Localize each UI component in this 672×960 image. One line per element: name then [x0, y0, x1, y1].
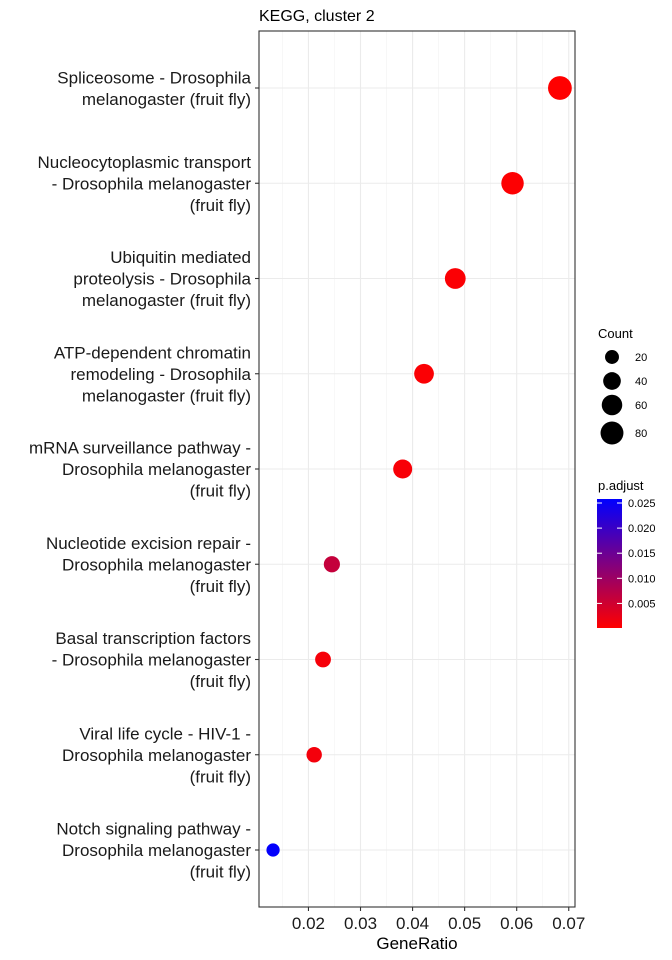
color-legend-label: 0.010: [628, 573, 656, 585]
y-tick-label: melanogaster (fruit fly): [82, 90, 251, 109]
y-tick-label: Drosophila melanogaster: [62, 460, 251, 479]
y-tick-label: Spliceosome - Drosophila: [57, 68, 251, 87]
data-points: [266, 76, 572, 857]
x-tick-label: 0.04: [396, 914, 429, 933]
data-point: [393, 459, 413, 479]
x-axis-title: GeneRatio: [376, 934, 457, 953]
color-legend-title: p.adjust: [598, 478, 644, 493]
x-axis: 0.02 0.03 0.04 0.05 0.06 0.07: [292, 907, 585, 933]
grid: [259, 31, 575, 907]
y-tick-label: (fruit fly): [190, 672, 251, 691]
y-tick-label: Viral life cycle - HIV-1 -: [79, 724, 251, 743]
y-tick-label: proteolysis - Drosophila: [73, 270, 251, 289]
size-legend: Count 20 40 60 80: [598, 326, 647, 445]
data-point: [315, 651, 331, 668]
color-legend-bar: [597, 499, 622, 628]
data-point: [501, 172, 524, 195]
y-tick-label: melanogaster (fruit fly): [82, 386, 251, 405]
size-legend-label: 20: [635, 352, 647, 364]
data-point: [323, 556, 340, 573]
y-tick-label: Drosophila melanogaster: [62, 746, 251, 765]
size-legend-label: 40: [635, 376, 647, 388]
y-tick-label: (fruit fly): [190, 767, 251, 786]
y-tick-label: Basal transcription factors: [55, 629, 251, 648]
y-tick-label: Nucleotide excision repair -: [46, 534, 251, 553]
y-axis: Spliceosome - Drosophila melanogaster (fr…: [29, 68, 259, 882]
size-legend-key: [605, 350, 619, 364]
y-tick-label: (fruit fly): [190, 577, 251, 596]
size-legend-label: 60: [635, 400, 647, 412]
size-legend-key: [600, 421, 624, 445]
y-tick-label: Drosophila melanogaster: [62, 841, 251, 860]
color-legend-label: 0.025: [628, 498, 656, 510]
size-legend-key: [603, 372, 621, 390]
y-tick-label: Ubiquitin mediated: [110, 248, 251, 267]
size-legend-title: Count: [598, 326, 633, 341]
data-point: [444, 268, 466, 289]
size-legend-label: 80: [635, 428, 647, 440]
x-tick-label: 0.05: [448, 914, 481, 933]
color-legend-label: 0.015: [628, 548, 656, 560]
data-point: [306, 747, 322, 763]
y-tick-label: remodeling - Drosophila: [71, 365, 252, 384]
y-tick-label: - Drosophila melanogaster: [52, 174, 252, 193]
data-point: [548, 76, 572, 100]
data-point: [414, 363, 434, 384]
y-tick-label: melanogaster (fruit fly): [82, 291, 251, 310]
y-tick-label: (fruit fly): [190, 863, 251, 882]
x-tick-label: 0.03: [344, 914, 377, 933]
size-legend-key: [601, 394, 623, 416]
x-tick-label: 0.02: [292, 914, 325, 933]
x-tick-label: 0.07: [552, 914, 585, 933]
y-tick-label: Drosophila melanogaster: [62, 555, 251, 574]
y-tick-label: (fruit fly): [190, 196, 251, 215]
x-tick-label: 0.06: [500, 914, 533, 933]
color-legend-label: 0.020: [628, 523, 656, 535]
y-tick-label: (fruit fly): [190, 482, 251, 501]
color-legend-label: 0.005: [628, 598, 656, 610]
y-tick-label: Nucleocytoplasmic transport: [37, 153, 251, 172]
y-tick-label: Notch signaling pathway -: [56, 820, 251, 839]
y-tick-label: - Drosophila melanogaster: [52, 651, 252, 670]
y-tick-label: ATP-dependent chromatin: [54, 343, 251, 362]
color-legend: p.adjust 0.005 0.010 0.015 0.020 0.025: [597, 478, 656, 628]
data-point: [266, 843, 280, 857]
chart-title: KEGG, cluster 2: [259, 8, 375, 25]
y-tick-label: mRNA surveillance pathway -: [29, 439, 251, 458]
